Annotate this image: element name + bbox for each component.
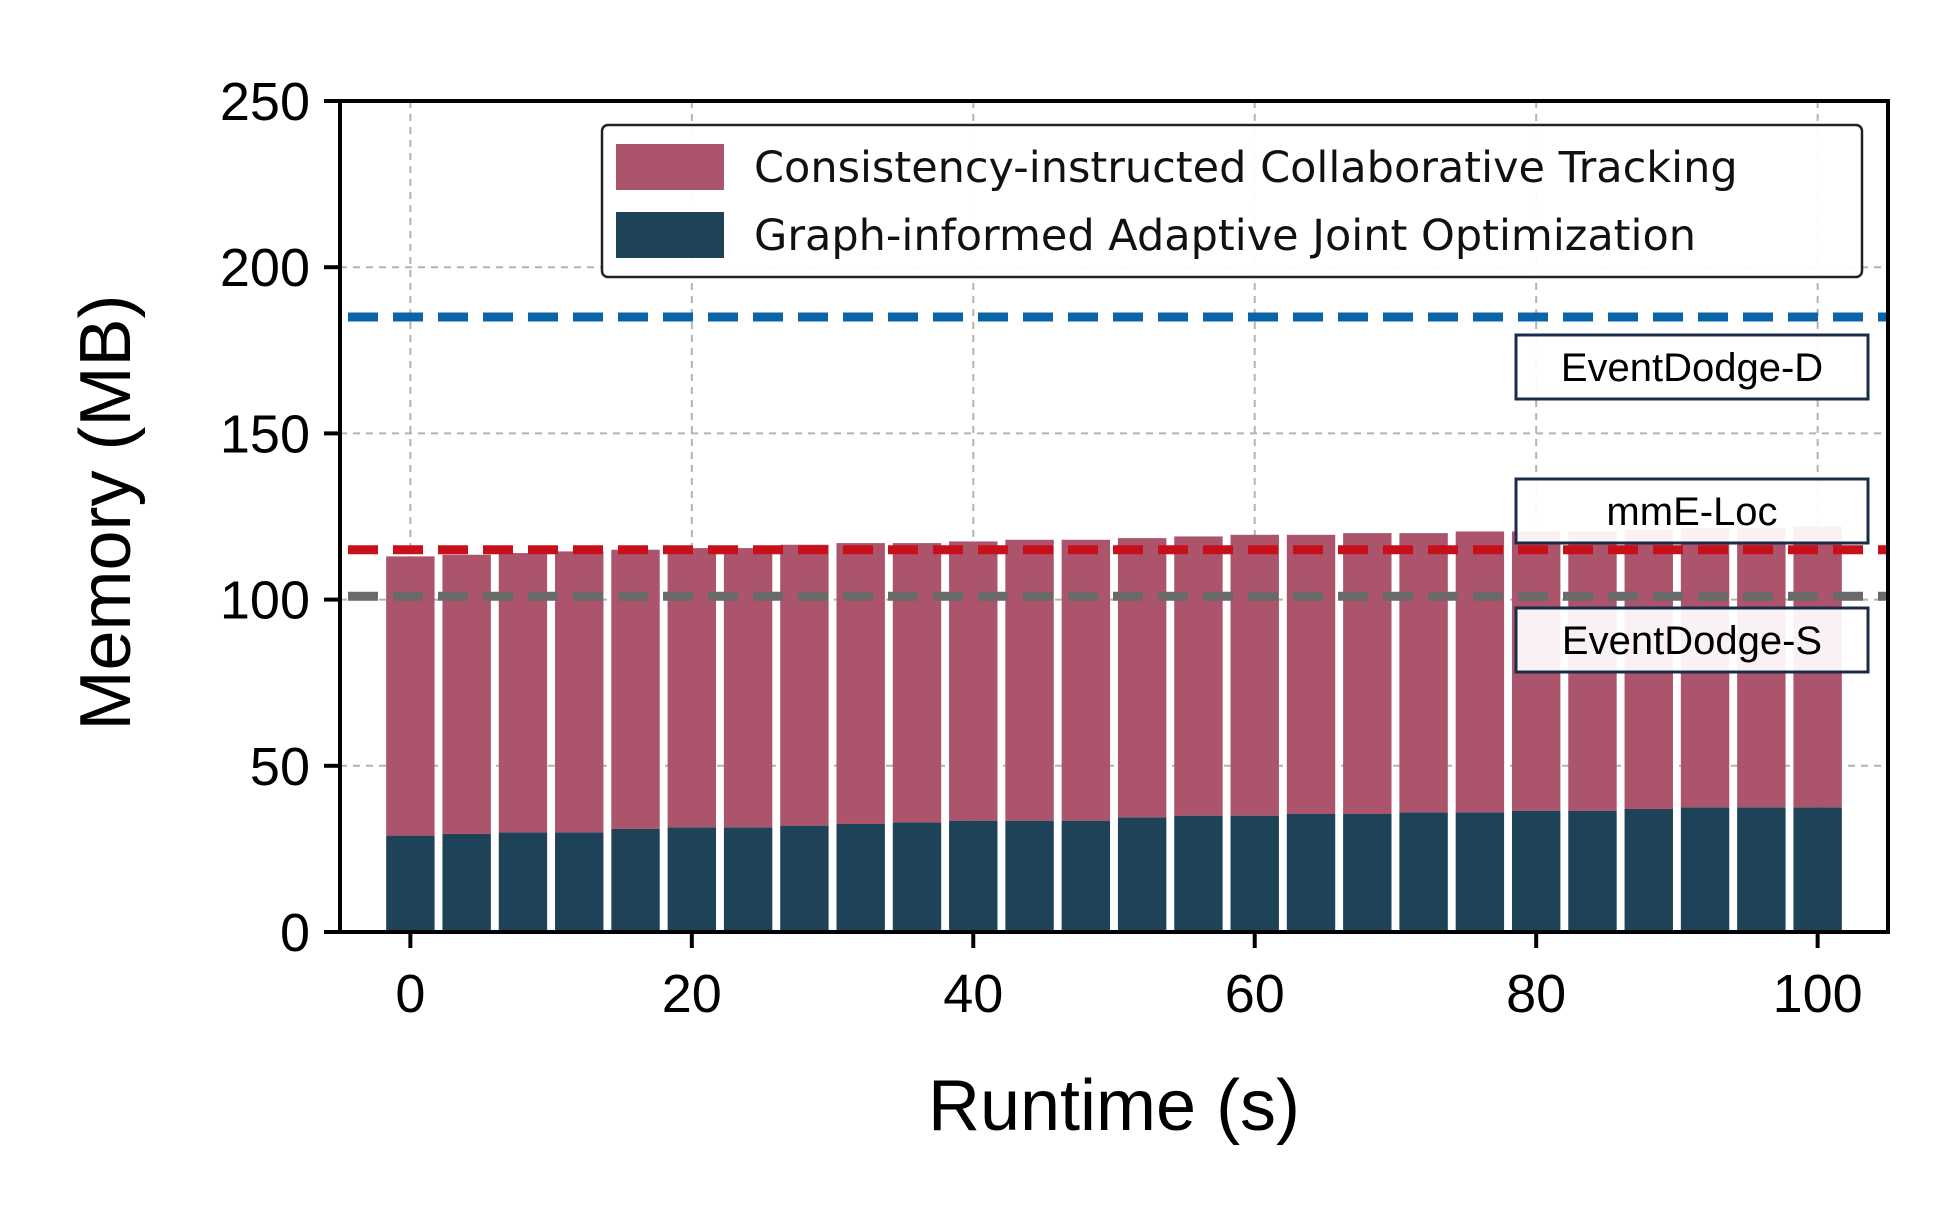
bar-optimization — [1005, 820, 1054, 932]
x-tick-label: 60 — [1225, 964, 1285, 1024]
y-tick-label: 50 — [250, 737, 310, 797]
legend: Consistency-instructed Collaborative Tra… — [600, 123, 1864, 279]
y-axis-label: Memory (MB) — [66, 295, 146, 731]
bar-optimization — [1455, 812, 1505, 932]
x-tick-label: 100 — [1773, 964, 1863, 1024]
reference-labels: EventDodge-D mmE-Loc EventDodge-S — [1514, 333, 1870, 674]
bar-optimization — [498, 832, 548, 932]
bar-optimization — [723, 827, 773, 932]
bar-tracking — [723, 548, 773, 828]
bar-tracking — [1230, 534, 1279, 816]
legend-swatch — [616, 212, 724, 258]
legend-box — [600, 123, 1864, 279]
reference-label-text: mmE-Loc — [1606, 490, 1777, 534]
y-axis-ticks: 0 50 100 150 200 250 — [220, 72, 340, 963]
bar-tracking — [611, 549, 660, 829]
y-tick-label: 250 — [220, 72, 310, 132]
bar-optimization — [1793, 807, 1842, 932]
bar-optimization — [1230, 815, 1279, 932]
bar-tracking — [442, 554, 491, 834]
y-tick-label: 0 — [280, 903, 310, 963]
reference-label: EventDodge-D — [1514, 333, 1870, 401]
bar-tracking — [386, 556, 435, 836]
bar-tracking — [1399, 533, 1448, 813]
bar-optimization — [892, 822, 942, 932]
x-tick-label: 40 — [943, 964, 1003, 1024]
legend-swatch — [616, 144, 724, 190]
bar-optimization — [1343, 813, 1392, 932]
bar-optimization — [386, 835, 435, 932]
bar-optimization — [1737, 807, 1786, 932]
y-tick-label: 150 — [220, 404, 310, 464]
x-axis-ticks: 0 20 40 60 80 100 — [395, 932, 1863, 1024]
bar-tracking — [1005, 539, 1054, 821]
reference-label-box — [1514, 606, 1870, 674]
bar-tracking — [667, 548, 717, 828]
bar-optimization — [949, 820, 998, 932]
y-tick-label: 200 — [220, 238, 310, 298]
x-axis-label: Runtime (s) — [928, 1066, 1300, 1146]
bar-tracking — [1455, 531, 1505, 813]
bar-optimization — [1624, 809, 1673, 932]
bar-optimization — [1174, 815, 1223, 932]
legend-entry: Graph-informed Adaptive Joint Optimizati… — [754, 211, 1696, 261]
bar-tracking — [1061, 539, 1111, 821]
bar-tracking — [1286, 534, 1336, 814]
bars — [386, 526, 1842, 932]
bar-optimization — [442, 833, 491, 932]
bar-tracking — [1343, 533, 1392, 814]
bar-tracking — [836, 543, 885, 824]
reference-lines — [348, 312, 1886, 601]
legend-entry: Consistency-instructed Collaborative Tra… — [754, 143, 1738, 193]
bar-tracking — [1117, 538, 1167, 818]
bar-tracking — [949, 541, 998, 821]
bar-optimization — [1568, 810, 1617, 932]
bar-tracking — [780, 544, 829, 826]
bar-optimization — [1511, 810, 1561, 932]
bar-optimization — [1680, 807, 1730, 932]
x-tick-label: 20 — [662, 964, 722, 1024]
bar-optimization — [667, 827, 717, 932]
reference-label-box — [1514, 333, 1870, 401]
reference-label-box — [1514, 477, 1870, 545]
bar-tracking — [892, 543, 942, 823]
bar-tracking — [1174, 536, 1223, 816]
bar-optimization — [1399, 812, 1448, 932]
bar-optimization — [555, 832, 604, 932]
reference-label: EventDodge-S — [1514, 606, 1870, 674]
y-tick-label: 100 — [220, 571, 310, 631]
bar-optimization — [1286, 813, 1336, 932]
bar-optimization — [1061, 820, 1111, 932]
bar-optimization — [836, 823, 885, 932]
x-tick-label: 0 — [395, 964, 425, 1024]
reference-label: mmE-Loc — [1514, 477, 1870, 545]
bar-optimization — [611, 828, 660, 932]
x-tick-label: 80 — [1506, 964, 1566, 1024]
reference-label-text: EventDodge-S — [1562, 619, 1822, 663]
bar-optimization — [1117, 817, 1167, 932]
plot-frame — [338, 99, 1890, 934]
bar-optimization — [780, 825, 829, 932]
reference-label-text: EventDodge-D — [1561, 346, 1823, 390]
